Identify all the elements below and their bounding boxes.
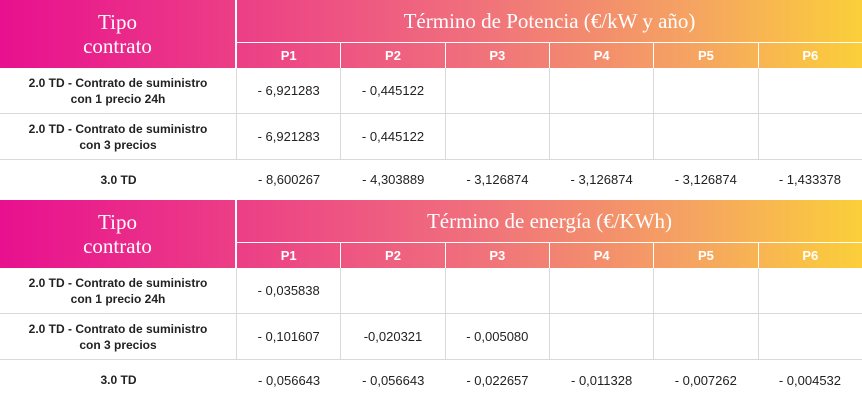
value-cell: - 6,921283 (237, 114, 342, 159)
value-cell: - 0,056643 (258, 372, 321, 388)
value-cell (550, 314, 655, 359)
period-headers: P1 P2 P3 P4 P5 P6 (237, 42, 862, 68)
value-cell (550, 68, 655, 113)
table-body: 2.0 TD - Contrato de suministro con 1 pr… (0, 68, 862, 199)
section-title: Término de Potencia (€/kW y año) (403, 8, 696, 33)
row-label-line1: 2.0 TD - Contrato de suministro (28, 75, 208, 90)
row-label-line2: con 1 precio 24h (70, 91, 166, 106)
value-cell: - 0,011328 (571, 372, 633, 388)
period-p4: P4 (548, 243, 653, 268)
tipo-contrato-header: Tipo contrato (0, 0, 235, 68)
row-label-line2: con 3 precios (79, 337, 157, 352)
value-cell: - 0,056643 (362, 372, 425, 388)
period-p2: P2 (340, 243, 444, 268)
value-cell (446, 114, 550, 159)
tipo-contrato-header: Tipo contrato (0, 200, 235, 268)
energia-table: Tipo contrato Término de energía (€/KWh)… (0, 200, 862, 400)
period-p3: P3 (444, 43, 549, 68)
row-label-line1: 3.0 TD (100, 373, 137, 387)
row-label: 2.0 TD - Contrato de suministro con 3 pr… (0, 314, 237, 359)
row-label-line2: con 1 precio 24h (70, 291, 166, 306)
table-header: Tipo contrato Término de Potencia (€/kW … (0, 0, 862, 68)
period-p5: P5 (653, 243, 757, 268)
value-cell: - 0,445122 (341, 114, 446, 159)
value-cell: - 0,007262 (674, 372, 737, 388)
tipo-line1: Tipo (98, 10, 137, 34)
row-label-line1: 3.0 TD (100, 172, 137, 187)
value-cell (759, 68, 862, 113)
row-label-line1: 2.0 TD - Contrato de suministro (28, 321, 208, 336)
row-label: 2.0 TD - Contrato de suministro con 1 pr… (0, 68, 237, 113)
value-cell: - 1,433378 (778, 172, 842, 187)
row-label-line2: con 3 precios (79, 137, 157, 152)
value-cell (446, 68, 550, 113)
value-cell: - 3,126874 (570, 172, 633, 187)
period-p4: P4 (548, 43, 653, 68)
table-row: 2.0 TD - Contrato de suministro con 1 pr… (0, 68, 862, 114)
period-p6: P6 (757, 43, 862, 68)
period-headers: P1 P2 P3 P4 P5 P6 (237, 242, 862, 268)
value-cell: - 0,022657 (466, 372, 529, 388)
row-label: 2.0 TD - Contrato de suministro con 3 pr… (0, 114, 237, 159)
period-p1: P1 (280, 248, 297, 263)
period-p3: P3 (444, 243, 549, 268)
header-divider (235, 0, 237, 68)
row-label: 3.0 TD (0, 360, 237, 400)
tipo-line2: contrato (83, 234, 152, 258)
value-cell: - 0,101607 (237, 314, 342, 359)
value-cell (654, 114, 759, 159)
tipo-line2: contrato (83, 34, 152, 58)
value-cell (550, 268, 655, 313)
period-p2: P2 (340, 43, 444, 68)
section-title: Término de energía (€/KWh) (426, 208, 673, 233)
value-cell: - 3,126874 (674, 172, 737, 187)
value-cell (759, 114, 862, 159)
value-cell (550, 114, 655, 159)
value-cell: -0,020321 (341, 314, 446, 359)
table-row: 2.0 TD - Contrato de suministro con 1 pr… (0, 268, 862, 314)
section-divider (0, 198, 862, 200)
value-cell: - 0,035838 (237, 268, 342, 313)
value-cell (654, 268, 759, 313)
row-label: 3.0 TD (0, 160, 237, 199)
row-label-line1: 2.0 TD - Contrato de suministro (28, 121, 208, 136)
value-cell: - 0,004532 (778, 372, 842, 388)
potencia-table: Tipo contrato Término de Potencia (€/kW … (0, 0, 862, 198)
table-row: 3.0 TD - 8,600267 - 4,303889 - 3,126874 … (0, 160, 862, 199)
table-row: 2.0 TD - Contrato de suministro con 3 pr… (0, 114, 862, 160)
value-cell (654, 68, 759, 113)
value-cell: - 8,600267 (258, 172, 321, 187)
value-cell (341, 268, 446, 313)
period-p6: P6 (757, 243, 862, 268)
value-cell (759, 268, 862, 313)
table-header: Tipo contrato Término de energía (€/KWh)… (0, 200, 862, 268)
row-label-line1: 2.0 TD - Contrato de suministro (28, 275, 208, 290)
table-row: 3.0 TD - 0,056643 - 0,056643 - 0,022657 … (0, 360, 862, 400)
tipo-line1: Tipo (98, 210, 137, 234)
period-p1: P1 (280, 48, 297, 63)
value-cell: - 4,303889 (362, 172, 425, 187)
value-cell: - 0,005080 (446, 314, 550, 359)
period-p5: P5 (653, 43, 757, 68)
value-cell: - 6,921283 (237, 68, 342, 113)
table-row: 2.0 TD - Contrato de suministro con 3 pr… (0, 314, 862, 360)
value-cell (446, 268, 550, 313)
value-cell: - 3,126874 (466, 172, 529, 187)
value-cell (654, 314, 759, 359)
header-divider (235, 200, 237, 268)
table-body: 2.0 TD - Contrato de suministro con 1 pr… (0, 268, 862, 400)
value-cell: - 0,445122 (341, 68, 446, 113)
value-cell (759, 314, 862, 359)
row-label: 2.0 TD - Contrato de suministro con 1 pr… (0, 268, 237, 313)
